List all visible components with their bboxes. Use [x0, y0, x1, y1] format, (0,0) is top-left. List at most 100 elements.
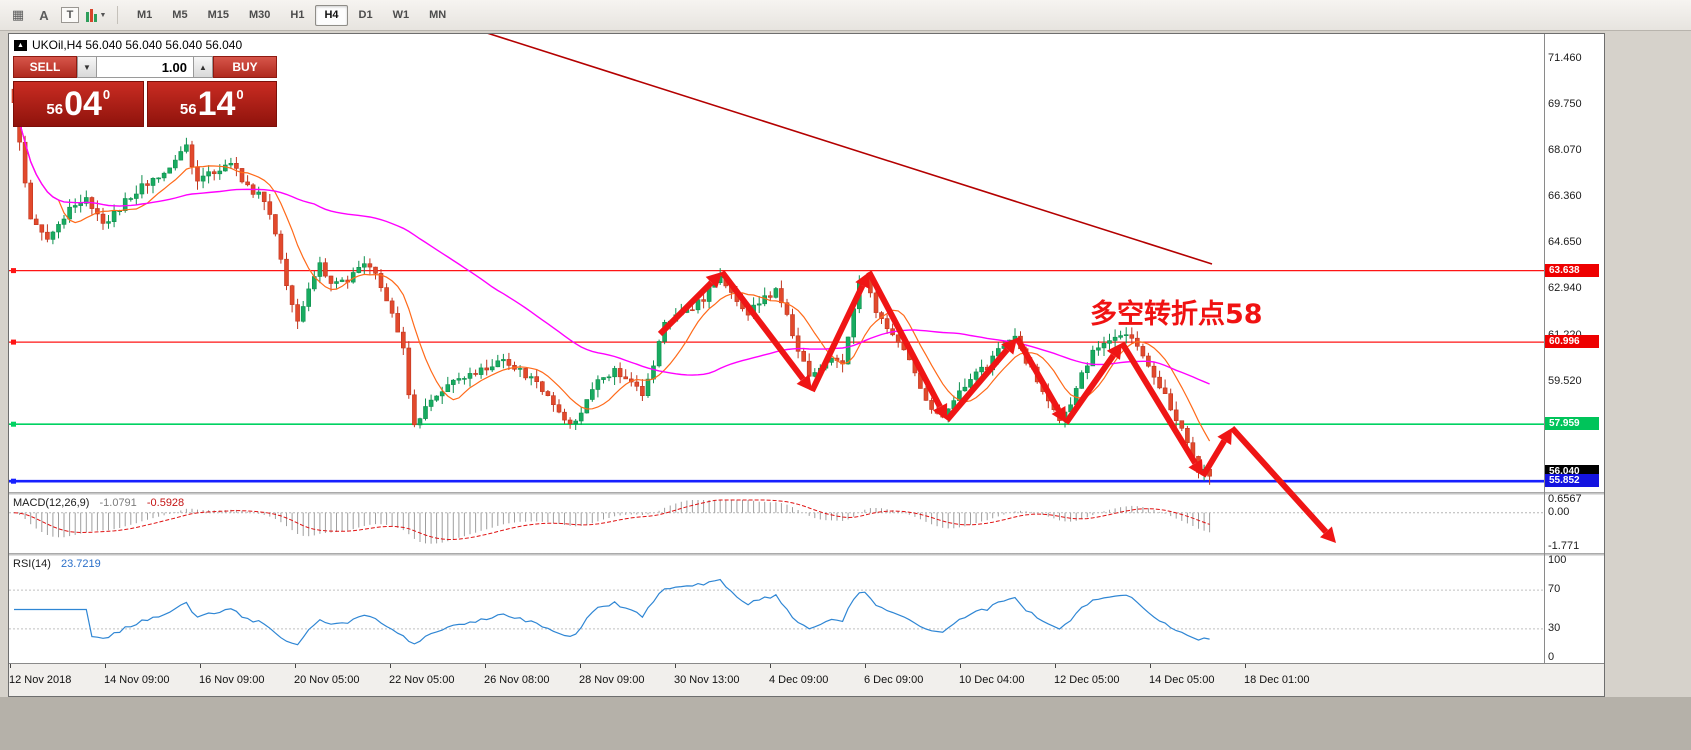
time-tick [105, 664, 106, 668]
cursor-tool-icon[interactable]: A [39, 7, 49, 23]
toolbar: ▦ A T ▼ M1 M5 M15 M30 H1 H4 D1 W1 MN [0, 0, 1691, 31]
chart-text-annotation: 多空转折点58 [1090, 299, 1263, 330]
buy-price-pip: 0 [236, 87, 244, 102]
price-axis[interactable]: 71.46069.75068.07066.36064.65062.94061.2… [1545, 34, 1604, 492]
time-axis-label: 20 Nov 05:00 [294, 674, 360, 686]
time-tick [960, 664, 961, 668]
rsi-axis: 100 70 30 0 [1545, 554, 1604, 663]
candlestick-icon [85, 8, 97, 22]
price-axis-label: 62.940 [1548, 282, 1582, 295]
time-axis-label: 16 Nov 09:00 [199, 674, 265, 686]
window-marker-icon[interactable]: ▲ [14, 39, 27, 51]
time-axis-label: 14 Dec 05:00 [1149, 674, 1215, 686]
buy-price-big-digits: 14 [197, 85, 236, 123]
time-tick [485, 664, 486, 668]
level-price-tag: 55.852 [1545, 474, 1599, 488]
macd-main-value: -1.0791 [99, 497, 137, 509]
rsi-label: RSI(14) 23.7219 [13, 558, 101, 570]
time-tick [1055, 664, 1056, 668]
rsi-value: 23.7219 [60, 558, 101, 570]
time-axis-label: 26 Nov 08:00 [484, 674, 550, 686]
toolbar-separator [117, 6, 118, 24]
level-price-tag: 63.638 [1545, 263, 1599, 277]
time-axis-label: 12 Nov 2018 [9, 674, 72, 686]
level-price-tag: 57.959 [1545, 417, 1599, 431]
main-chart-plot[interactable] [9, 34, 1544, 492]
timeframe-m30[interactable]: M30 [248, 9, 271, 21]
time-axis-label: 6 Dec 09:00 [864, 674, 924, 686]
timeframe-mn[interactable]: MN [429, 9, 447, 21]
panel-divider-rsi[interactable] [9, 553, 1604, 556]
axis-separator [1544, 34, 1545, 663]
price-axis-label: 66.360 [1548, 189, 1582, 202]
buy-price-int: 56 [179, 101, 197, 118]
price-axis-label: 64.650 [1548, 236, 1582, 249]
macd-axis-label: 0.6567 [1548, 493, 1582, 505]
text-tool-icon[interactable]: T [61, 7, 79, 23]
timeframe-d1[interactable]: D1 [358, 9, 373, 21]
rsi-axis-label: 0 [1548, 651, 1555, 663]
symbol-ohlc-text: UKOil,H4 56.040 56.040 56.040 56.040 [32, 38, 243, 52]
time-tick [1245, 664, 1246, 668]
sell-price-pip: 0 [102, 87, 111, 102]
rsi-panel-plot[interactable] [9, 556, 1544, 663]
chevron-down-icon: ▼ [99, 11, 107, 19]
time-axis-label: 12 Dec 05:00 [1054, 674, 1120, 686]
timeframe-m15[interactable]: M15 [207, 9, 229, 21]
sell-button[interactable]: SELL [13, 56, 77, 78]
time-tick [1150, 664, 1151, 668]
time-tick [200, 664, 201, 668]
time-axis-label: 4 Dec 09:00 [769, 674, 829, 686]
macd-axis: 0.6567 0.00 -1.771 [1545, 493, 1604, 553]
timeframe-h1[interactable]: H1 [290, 9, 305, 21]
price-axis-label: 69.750 [1548, 98, 1582, 111]
time-tick [390, 664, 391, 668]
macd-name: MACD(12,26,9) [13, 497, 90, 509]
window-footer [0, 697, 1691, 750]
lot-dropdown-button[interactable]: ▼ [77, 56, 97, 78]
one-click-trading-panel: SELL ▼ ▲ BUY 56 04 0 56 14 0 [13, 56, 277, 127]
rsi-axis-label: 30 [1548, 621, 1561, 634]
timeframe-m1[interactable]: M1 [137, 9, 153, 21]
time-axis-label: 30 Nov 13:00 [674, 674, 740, 686]
macd-axis-label: -1.771 [1548, 540, 1580, 552]
sell-price-big-digits: 04 [64, 85, 102, 123]
symbol-header: ▲ UKOil,H4 56.040 56.040 56.040 56.040 [14, 38, 242, 52]
time-tick [675, 664, 676, 668]
price-axis-label: 68.070 [1548, 143, 1582, 156]
time-tick [580, 664, 581, 668]
rsi-axis-label: 70 [1548, 583, 1561, 596]
time-axis-label: 18 Dec 01:00 [1244, 674, 1310, 686]
time-axis-label: 28 Nov 09:00 [579, 674, 645, 686]
timeframe-h4[interactable]: H4 [315, 4, 348, 26]
rsi-name: RSI(14) [13, 558, 51, 570]
buy-button[interactable]: BUY [213, 56, 277, 78]
level-price-tag: 60.996 [1545, 335, 1599, 349]
timeframe-m5[interactable]: M5 [172, 9, 188, 21]
macd-panel-plot[interactable] [9, 495, 1544, 553]
timeframe-w1[interactable]: W1 [392, 9, 410, 21]
price-axis-label: 59.520 [1548, 375, 1582, 387]
time-tick [770, 664, 771, 668]
price-axis-label: 71.460 [1548, 52, 1582, 64]
sell-price-int: 56 [46, 101, 64, 118]
chart-type-dropdown[interactable]: ▼ [84, 4, 108, 26]
macd-axis-label: 0.00 [1548, 505, 1570, 518]
panel-divider-macd[interactable] [9, 492, 1604, 495]
buy-price-display[interactable]: 56 14 0 [146, 81, 277, 127]
time-axis[interactable]: 12 Nov 2018 14 Nov 09:00 16 Nov 09:00 20 No… [9, 663, 1604, 696]
rsi-axis-label: 100 [1548, 554, 1567, 566]
timeframe-bar: M1 M5 M15 M30 H1 H4 D1 W1 MN [127, 4, 456, 26]
time-axis-label: 22 Nov 05:00 [389, 674, 455, 686]
sell-price-display[interactable]: 56 04 0 [13, 81, 144, 127]
tile-windows-icon[interactable]: ▦ [11, 7, 25, 22]
time-tick [10, 664, 11, 668]
time-axis-label: 14 Nov 09:00 [104, 674, 170, 686]
macd-label: MACD(12,26,9) -1.0791 -0.5928 [13, 497, 184, 509]
time-tick [295, 664, 296, 668]
time-axis-label: 10 Dec 04:00 [959, 674, 1025, 686]
lot-size-input[interactable] [97, 56, 193, 78]
lot-increase-button[interactable]: ▲ [193, 56, 213, 78]
macd-signal-value: -0.5928 [146, 497, 185, 509]
time-tick [865, 664, 866, 668]
